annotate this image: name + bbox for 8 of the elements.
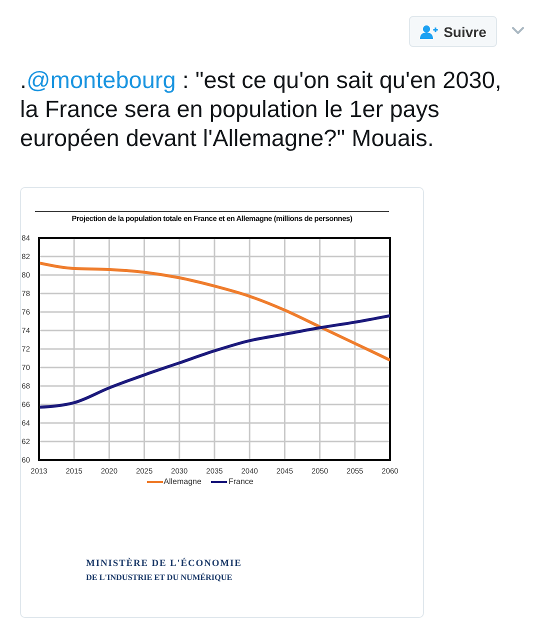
legend-label: Allemagne <box>164 477 202 486</box>
follow-button: Suivre <box>409 16 497 47</box>
text: .@montebourg : "est ce qu'on sait qu'en 2030, la France sera en population le 1er pays européen devant l'Allemagne?" Mouais. <box>20 67 502 151</box>
line-series <box>39 314 390 409</box>
text: MINISTÈRE DE L'ÉCONOMIE <box>86 557 242 571</box>
legend-label: France <box>228 477 254 486</box>
line-series <box>39 261 390 362</box>
text: DE L'INDUSTRIE ET DU NUMÉRIQUE <box>86 572 234 584</box>
